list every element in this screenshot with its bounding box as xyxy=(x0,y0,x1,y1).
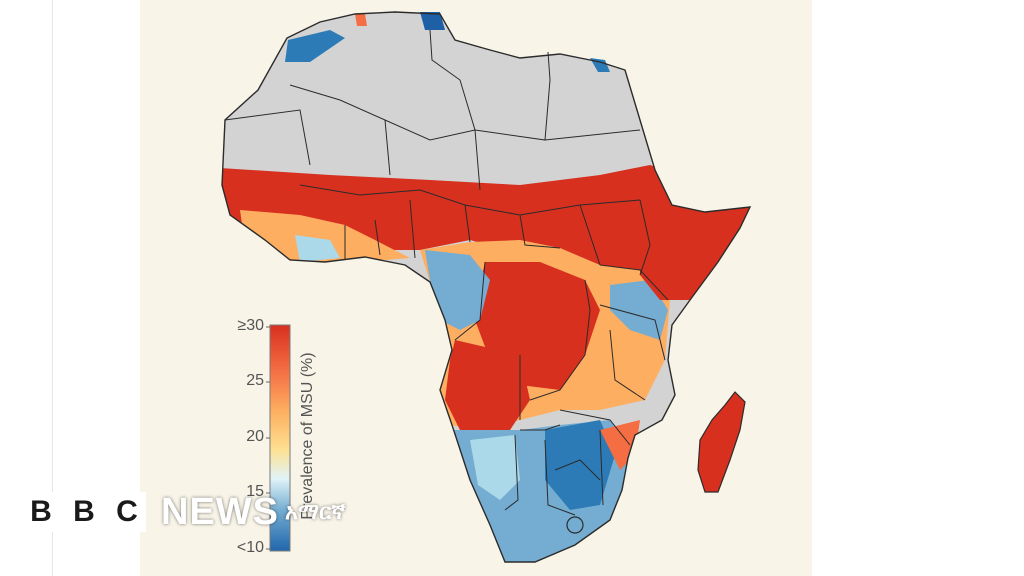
legend-tick-marks xyxy=(266,326,270,550)
southern-very-low-region xyxy=(545,420,615,510)
bbc-block-b2: B xyxy=(65,492,103,532)
bbc-news-logo: B B C NEWS አማርኛ xyxy=(22,490,345,534)
sahel-high-region xyxy=(222,165,750,300)
africa-coastline xyxy=(221,11,752,563)
page-divider xyxy=(52,0,53,576)
bbc-block-c: C xyxy=(108,492,146,532)
bbc-service-name: አማርኛ xyxy=(285,499,346,524)
namibia-low-region xyxy=(470,435,520,500)
madagascar-region xyxy=(697,391,746,493)
legend-tick-label: 25 xyxy=(246,372,264,389)
morocco-low-region xyxy=(285,30,345,62)
country-borders xyxy=(224,29,669,516)
legend-tick-label: <10 xyxy=(236,539,264,556)
bbc-news-wordmark: NEWS xyxy=(161,490,279,533)
west-coast-low-region xyxy=(295,235,340,262)
algeria-coast-region xyxy=(355,14,367,26)
west-coast-moderate-region xyxy=(240,210,410,262)
legend-tick-label: ≥30 xyxy=(237,317,264,334)
horn-high-region xyxy=(640,240,720,300)
east-lakes-low-region xyxy=(610,280,668,340)
angola-high-region xyxy=(445,340,530,430)
tunisia-low-region xyxy=(420,12,445,30)
legend-tick-label: 20 xyxy=(246,428,264,445)
legend-tick-label: 15 xyxy=(246,483,264,500)
lesotho-border xyxy=(566,516,584,534)
bbc-block-b1: B xyxy=(22,492,60,532)
